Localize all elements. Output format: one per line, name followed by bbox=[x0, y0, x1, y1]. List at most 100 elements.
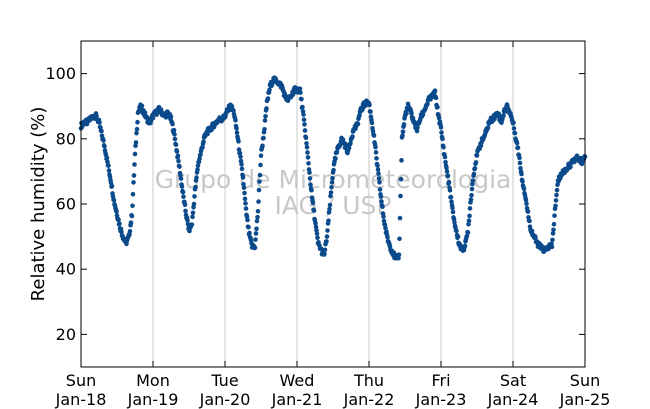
y-tick-label-20: 20 bbox=[56, 325, 76, 344]
data-point bbox=[117, 221, 122, 226]
data-point bbox=[471, 171, 477, 177]
data-point bbox=[474, 153, 480, 158]
data-point bbox=[261, 135, 266, 141]
data-point bbox=[172, 132, 177, 137]
data-point bbox=[470, 178, 476, 183]
data-point bbox=[309, 187, 314, 193]
data-point bbox=[260, 143, 265, 149]
data-point bbox=[554, 187, 560, 193]
data-point bbox=[446, 179, 452, 185]
data-points bbox=[78, 75, 588, 261]
data-point bbox=[468, 197, 474, 202]
data-point bbox=[444, 165, 449, 171]
data-point bbox=[201, 139, 206, 145]
data-point bbox=[105, 159, 110, 165]
data-point bbox=[467, 206, 473, 211]
data-point bbox=[450, 205, 455, 211]
data-point bbox=[409, 111, 414, 116]
data-point bbox=[236, 139, 241, 144]
data-point bbox=[262, 126, 267, 132]
data-point bbox=[185, 218, 190, 223]
data-point bbox=[109, 183, 115, 189]
data-point bbox=[313, 220, 318, 226]
data-point bbox=[333, 156, 338, 161]
data-point bbox=[234, 126, 239, 131]
data-point bbox=[258, 153, 264, 159]
data-point bbox=[190, 214, 195, 220]
x-tick-date-2: Jan-20 bbox=[199, 390, 251, 409]
data-point bbox=[238, 154, 243, 160]
data-point bbox=[107, 174, 113, 180]
data-point bbox=[517, 155, 522, 161]
data-point bbox=[432, 88, 438, 94]
data-point bbox=[445, 173, 451, 179]
data-point bbox=[447, 187, 453, 193]
data-point bbox=[553, 198, 559, 203]
data-point bbox=[306, 161, 311, 166]
data-point bbox=[527, 218, 532, 224]
data-point bbox=[340, 137, 346, 142]
data-point bbox=[180, 190, 186, 195]
data-point bbox=[373, 144, 378, 150]
data-point bbox=[178, 176, 184, 181]
data-point bbox=[501, 113, 506, 118]
x-tick-labels: SunJan-18MonJan-19TueJan-20WedJan-21ThuJ… bbox=[55, 371, 611, 409]
data-point bbox=[450, 209, 456, 215]
data-point bbox=[334, 149, 340, 155]
data-point bbox=[193, 184, 198, 190]
data-point bbox=[241, 181, 246, 187]
x-tick-date-3: Jan-21 bbox=[271, 390, 323, 409]
data-point bbox=[299, 96, 304, 102]
data-point bbox=[449, 199, 454, 205]
data-point bbox=[551, 227, 556, 233]
data-point bbox=[448, 194, 454, 200]
data-point bbox=[470, 181, 475, 187]
data-point bbox=[350, 134, 355, 139]
data-point bbox=[257, 179, 262, 184]
data-point bbox=[485, 125, 491, 131]
data-point bbox=[357, 113, 362, 118]
data-point bbox=[398, 193, 403, 199]
data-point bbox=[433, 95, 439, 101]
data-point bbox=[94, 113, 99, 119]
data-point bbox=[242, 190, 247, 196]
data-point bbox=[139, 103, 145, 109]
data-point bbox=[130, 191, 136, 197]
data-point bbox=[175, 153, 181, 159]
data-point bbox=[245, 217, 250, 223]
data-point bbox=[377, 180, 382, 185]
data-point bbox=[385, 234, 390, 240]
data-point bbox=[425, 101, 430, 106]
data-point bbox=[473, 160, 479, 165]
data-point bbox=[514, 140, 520, 146]
data-point bbox=[264, 106, 269, 111]
data-point bbox=[174, 149, 180, 154]
data-point bbox=[466, 218, 472, 223]
data-point bbox=[305, 155, 311, 160]
data-point bbox=[472, 166, 478, 171]
data-point bbox=[511, 120, 516, 125]
data-point bbox=[397, 236, 402, 242]
data-point bbox=[255, 208, 261, 214]
data-point bbox=[553, 203, 558, 209]
data-point bbox=[302, 128, 308, 133]
data-point bbox=[242, 196, 248, 202]
data-point bbox=[568, 164, 573, 170]
data-point bbox=[183, 208, 188, 214]
data-point bbox=[205, 131, 210, 137]
data-point bbox=[254, 218, 260, 224]
data-point bbox=[132, 162, 137, 167]
data-point bbox=[257, 172, 263, 178]
data-point bbox=[322, 251, 327, 257]
data-point bbox=[517, 160, 523, 166]
data-point bbox=[414, 128, 420, 134]
data-point bbox=[324, 234, 330, 239]
x-tick-date-6: Jan-24 bbox=[487, 390, 539, 409]
data-point bbox=[307, 170, 312, 175]
x-tick-date-0: Jan-18 bbox=[55, 390, 107, 409]
data-point bbox=[348, 140, 353, 146]
data-point bbox=[265, 96, 271, 101]
data-point bbox=[240, 175, 246, 180]
data-point bbox=[469, 192, 474, 198]
data-point bbox=[134, 126, 140, 132]
